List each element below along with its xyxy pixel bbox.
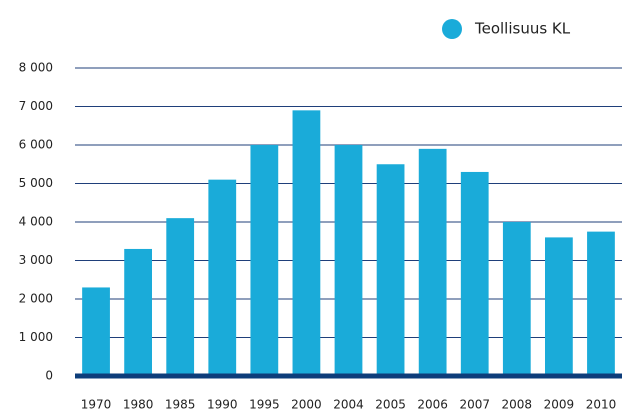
y-tick-label: 2 000	[19, 292, 53, 306]
bar	[334, 145, 363, 376]
bar	[460, 171, 489, 376]
bar	[418, 148, 447, 376]
legend-label: Teollisuus KL	[474, 20, 571, 38]
x-tick-label: 2007	[459, 398, 490, 411]
x-tick-label: 2006	[417, 398, 448, 411]
y-tick-label: 5 000	[19, 176, 53, 190]
bar	[587, 231, 615, 376]
y-tick-label: 7 000	[19, 99, 53, 113]
legend-marker	[442, 19, 462, 39]
x-tick-label: 2008	[502, 398, 533, 411]
bar	[208, 179, 237, 376]
y-tick-label: 3 000	[19, 253, 53, 267]
x-tick-label: 2010	[586, 398, 617, 411]
y-tick-label: 4 000	[19, 215, 53, 229]
x-tick-label: 1985	[165, 398, 196, 411]
x-tick-label: 1970	[81, 398, 112, 411]
bar	[292, 110, 321, 376]
x-tick-label: 2009	[544, 398, 575, 411]
bar	[82, 287, 110, 376]
y-tick-label: 8 000	[19, 61, 53, 75]
bar	[502, 222, 531, 376]
x-tick-label: 1980	[123, 398, 154, 411]
y-tick-label: 0	[45, 369, 53, 383]
x-tick-label: 2005	[375, 398, 406, 411]
bar	[376, 164, 405, 376]
y-tick-label: 6 000	[19, 138, 53, 152]
bar	[544, 237, 573, 376]
x-tick-label: 1990	[207, 398, 238, 411]
x-tick-label: 2000	[291, 398, 322, 411]
x-tick-label: 1995	[249, 398, 280, 411]
bar	[124, 248, 153, 376]
y-tick-label: 1 000	[19, 330, 53, 344]
x-tick-label: 2004	[333, 398, 364, 411]
bar	[166, 218, 195, 376]
bar	[250, 145, 279, 376]
